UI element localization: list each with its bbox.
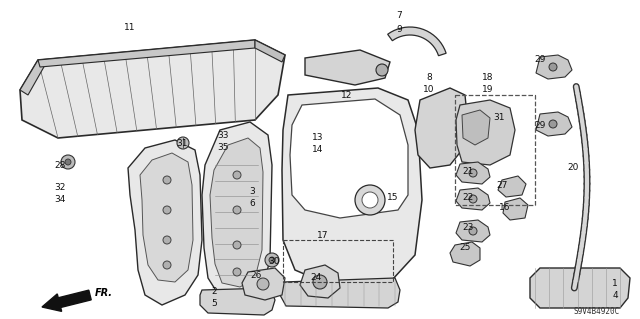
Text: 33: 33 (217, 131, 228, 140)
Text: 27: 27 (496, 181, 508, 189)
Polygon shape (536, 112, 572, 136)
Polygon shape (530, 268, 630, 308)
Circle shape (549, 120, 557, 128)
Polygon shape (140, 153, 193, 282)
Circle shape (355, 185, 385, 215)
Bar (455, 95, 535, 205)
Polygon shape (456, 188, 490, 210)
Text: 13: 13 (312, 133, 324, 143)
Circle shape (163, 261, 171, 269)
FancyArrow shape (42, 290, 92, 311)
Text: 31: 31 (493, 114, 505, 122)
Polygon shape (536, 55, 572, 79)
Text: 10: 10 (423, 85, 435, 93)
Text: 18: 18 (483, 72, 493, 81)
Text: 32: 32 (54, 183, 66, 192)
Text: 20: 20 (567, 164, 579, 173)
Polygon shape (128, 140, 202, 305)
Text: 24: 24 (310, 273, 322, 283)
Text: 11: 11 (124, 24, 136, 33)
Text: 30: 30 (268, 256, 280, 265)
Text: 28: 28 (54, 160, 66, 169)
Circle shape (233, 206, 241, 214)
Polygon shape (305, 50, 390, 85)
Text: 6: 6 (249, 199, 255, 209)
Polygon shape (415, 88, 468, 168)
Polygon shape (202, 122, 272, 302)
Text: 14: 14 (312, 145, 324, 154)
Text: 26: 26 (250, 271, 262, 279)
Text: 2: 2 (211, 286, 217, 295)
Circle shape (265, 253, 279, 267)
Text: 29: 29 (534, 121, 546, 130)
Polygon shape (456, 162, 490, 184)
Text: 35: 35 (217, 144, 228, 152)
Text: 22: 22 (462, 194, 474, 203)
Bar (283, 240, 393, 282)
Polygon shape (456, 100, 515, 165)
Polygon shape (20, 60, 45, 95)
Polygon shape (388, 27, 446, 56)
Polygon shape (456, 220, 490, 242)
Polygon shape (200, 288, 275, 315)
Text: 3: 3 (249, 188, 255, 197)
Text: 19: 19 (483, 85, 493, 93)
Text: 23: 23 (462, 224, 474, 233)
Polygon shape (503, 198, 528, 220)
Polygon shape (255, 40, 285, 62)
Circle shape (177, 137, 189, 149)
Text: FR.: FR. (95, 288, 113, 298)
Circle shape (362, 192, 378, 208)
Text: 25: 25 (460, 243, 470, 253)
Polygon shape (300, 265, 340, 298)
Circle shape (469, 195, 477, 203)
Circle shape (233, 241, 241, 249)
Text: 12: 12 (341, 91, 353, 100)
Polygon shape (280, 278, 400, 308)
Text: S9V4B4920C: S9V4B4920C (574, 308, 620, 316)
Text: 21: 21 (462, 167, 474, 176)
Circle shape (269, 257, 275, 263)
Circle shape (163, 206, 171, 214)
Text: 15: 15 (387, 194, 399, 203)
Circle shape (313, 275, 327, 289)
Text: 8: 8 (426, 72, 432, 81)
Circle shape (61, 155, 75, 169)
Circle shape (469, 227, 477, 235)
Circle shape (469, 169, 477, 177)
Polygon shape (282, 88, 422, 285)
Polygon shape (450, 242, 480, 266)
Text: 4: 4 (612, 292, 618, 300)
Text: 16: 16 (499, 203, 511, 211)
Text: 1: 1 (612, 279, 618, 288)
Text: 31: 31 (176, 138, 188, 147)
Text: 29: 29 (534, 56, 546, 64)
Circle shape (163, 236, 171, 244)
Polygon shape (20, 40, 285, 138)
Text: 17: 17 (317, 231, 329, 240)
Circle shape (163, 176, 171, 184)
Text: 34: 34 (54, 196, 66, 204)
Text: 5: 5 (211, 299, 217, 308)
Polygon shape (242, 268, 285, 300)
Text: 7: 7 (396, 11, 402, 20)
Polygon shape (462, 110, 490, 145)
Circle shape (257, 278, 269, 290)
Circle shape (233, 268, 241, 276)
Polygon shape (210, 138, 263, 287)
Circle shape (65, 159, 71, 165)
Text: 9: 9 (396, 25, 402, 33)
Circle shape (549, 63, 557, 71)
Circle shape (376, 64, 388, 76)
Polygon shape (38, 40, 255, 67)
Polygon shape (498, 176, 526, 197)
Polygon shape (290, 99, 408, 218)
Circle shape (233, 171, 241, 179)
